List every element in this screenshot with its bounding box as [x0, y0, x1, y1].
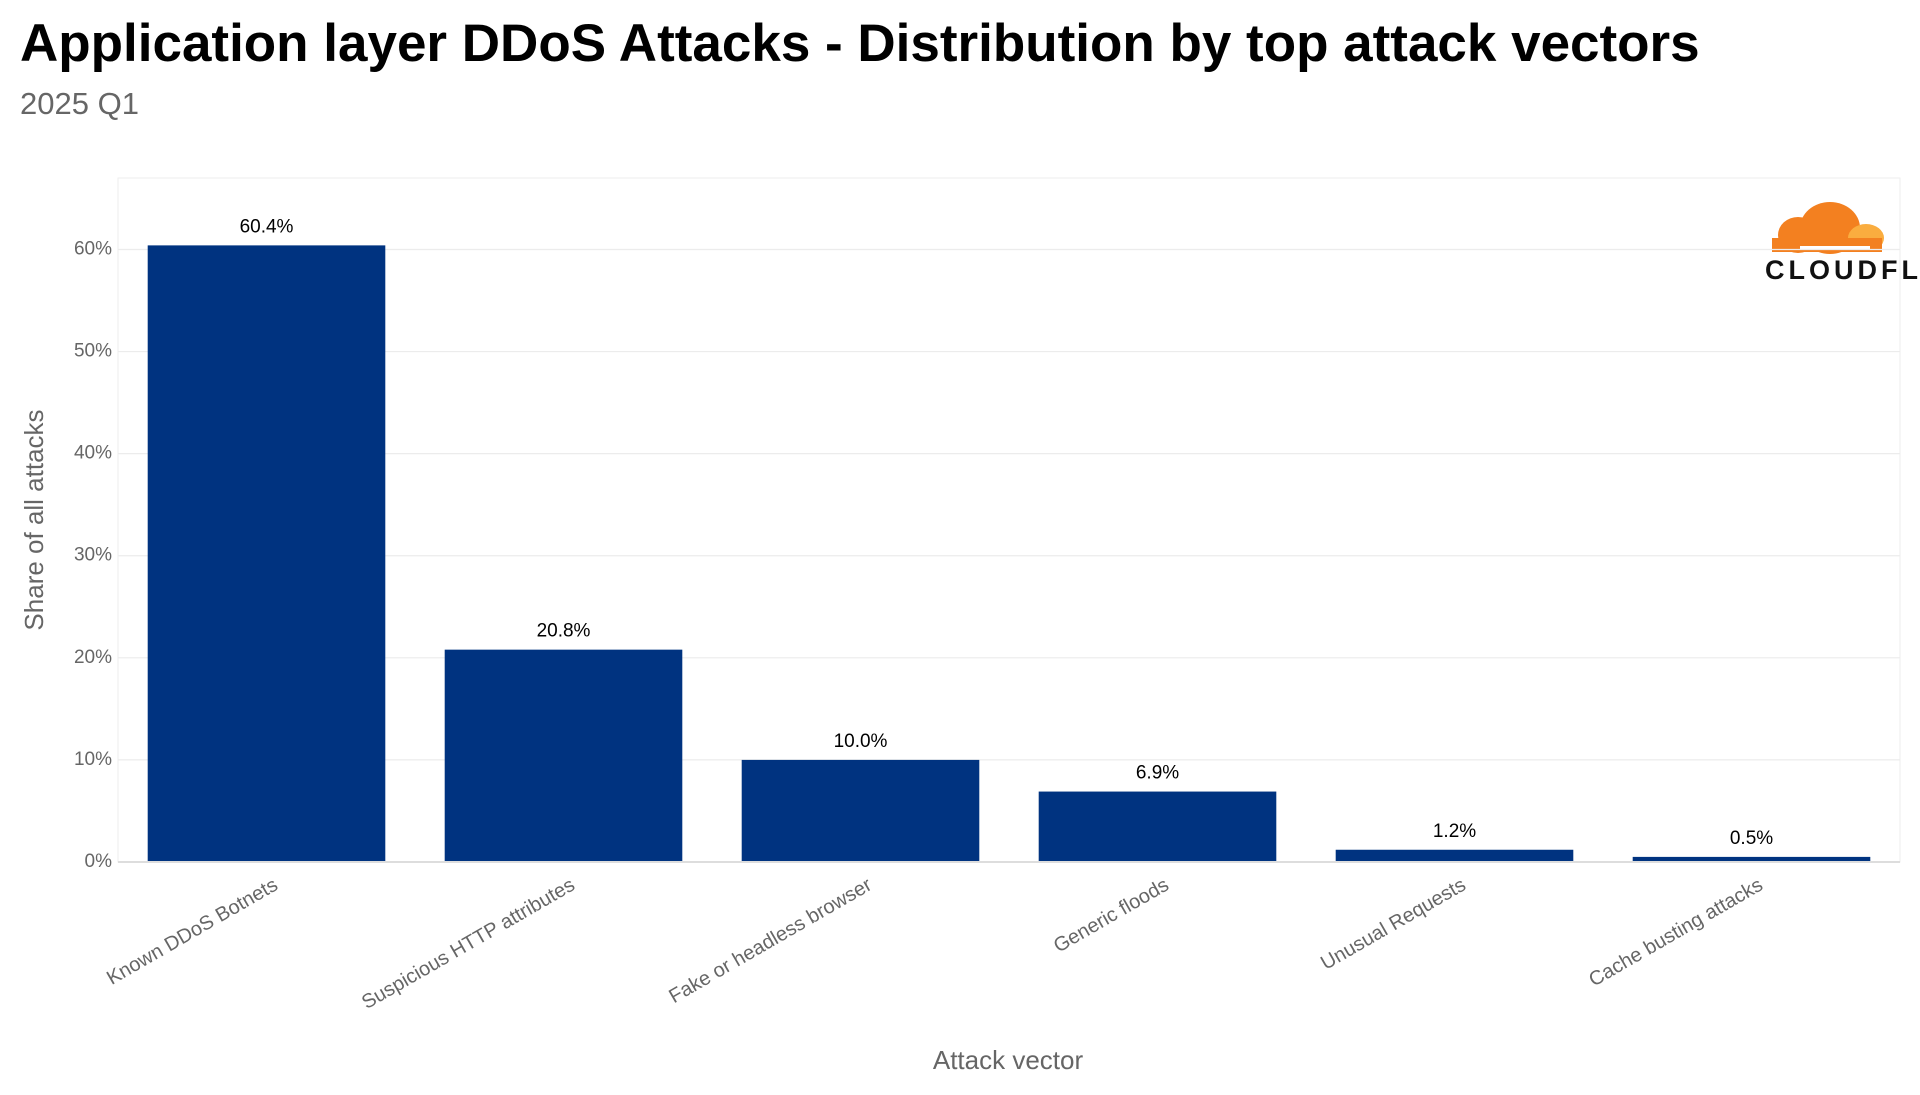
- y-axis-title: Share of all attacks: [19, 409, 49, 630]
- bar: [741, 759, 980, 862]
- x-tick-label: Cache busting attacks: [1585, 874, 1766, 991]
- logo-cloud: [1800, 246, 1870, 249]
- value-label: 0.5%: [1730, 828, 1773, 849]
- chart-subtitle: 2025 Q1: [20, 86, 139, 121]
- logo: CLOUDFLARE: [1765, 202, 1920, 285]
- y-tick-label: 10%: [74, 749, 112, 770]
- value-label: 20.8%: [537, 621, 591, 642]
- x-tick-label: Unusual Requests: [1317, 874, 1470, 975]
- y-tick-label: 40%: [74, 443, 112, 464]
- x-axis-title: Attack vector: [933, 1045, 1084, 1075]
- bar: [444, 649, 683, 862]
- y-tick-label: 50%: [74, 341, 112, 362]
- bar: [1335, 849, 1574, 862]
- value-label: 1.2%: [1433, 821, 1476, 842]
- x-tick-label: Suspicious HTTP attributes: [358, 874, 579, 1014]
- chart-title: Application layer DDoS Attacks - Distrib…: [20, 14, 1700, 73]
- y-tick-label: 20%: [74, 647, 112, 668]
- value-label: 10.0%: [834, 731, 888, 752]
- bar: [147, 245, 386, 863]
- value-label: 60.4%: [240, 216, 294, 237]
- bar: [1632, 856, 1871, 862]
- y-tick-label: 0%: [85, 851, 113, 872]
- x-tick-label: Generic floods: [1050, 874, 1173, 958]
- y-tick-label: 30%: [74, 545, 112, 566]
- y-tick-label: 60%: [74, 238, 112, 259]
- logo-text: CLOUDFLARE: [1765, 255, 1920, 285]
- x-tick-label: Known DDoS Botnets: [103, 874, 282, 990]
- bar: [1038, 791, 1277, 862]
- value-label: 6.9%: [1136, 763, 1179, 784]
- x-tick-label: Fake or headless browser: [665, 874, 876, 1008]
